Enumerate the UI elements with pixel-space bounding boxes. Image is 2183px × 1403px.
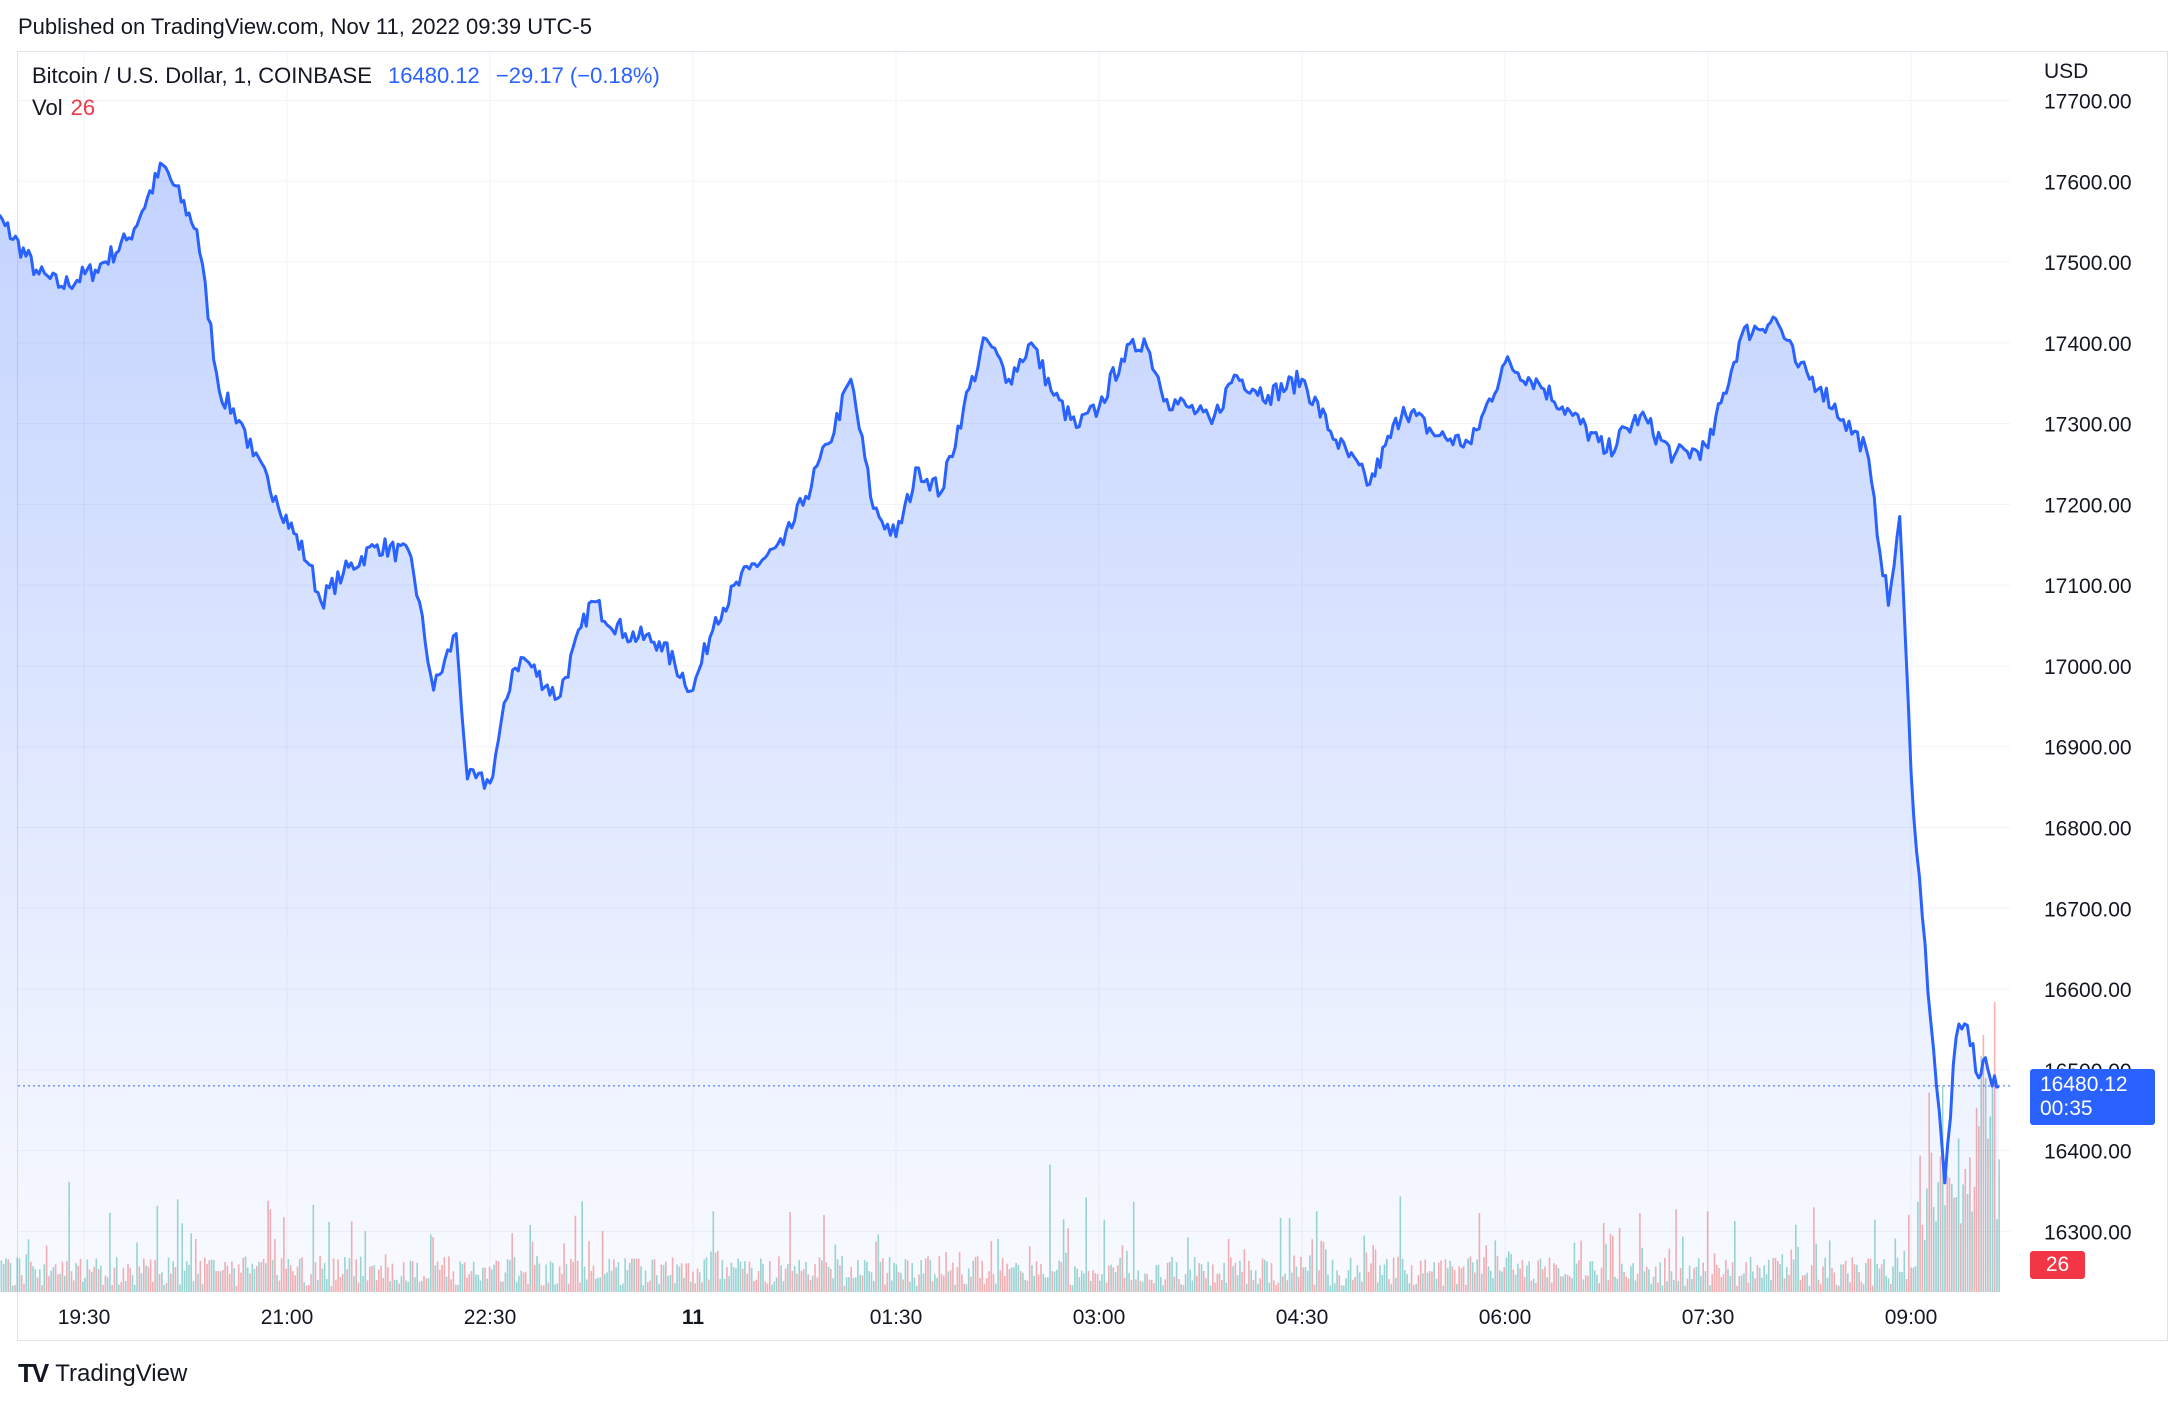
y-tick-label: 16600.00 xyxy=(2044,979,2132,1002)
bar-countdown: 00:35 xyxy=(2040,1097,2093,1120)
brand-name: TradingView xyxy=(55,1359,188,1387)
x-tick-label: 03:00 xyxy=(1073,1306,1126,1329)
x-tick-label: 21:00 xyxy=(261,1306,314,1329)
legend-price: 16480.12 xyxy=(388,63,480,88)
x-tick-label: 09:00 xyxy=(1885,1306,1938,1329)
price-area xyxy=(0,163,1999,1292)
last-price-tag-value: 16480.12 xyxy=(2040,1073,2128,1096)
y-tick-label: 17400.00 xyxy=(2044,333,2132,356)
y-tick-label: 16900.00 xyxy=(2044,737,2132,760)
last-price-tag: 16480.12 00:35 xyxy=(2030,1069,2155,1125)
x-tick-label: 07:30 xyxy=(1682,1306,1735,1329)
price-line xyxy=(0,161,2000,1185)
y-tick-label: 17000.00 xyxy=(2044,656,2132,679)
volume-tag: 26 xyxy=(2030,1251,2085,1279)
y-tick-label: 17500.00 xyxy=(2044,252,2132,275)
x-tick-label: 11 xyxy=(682,1306,705,1329)
legend-change: −29.17 (−0.18%) xyxy=(495,63,660,88)
x-tick-label: 06:00 xyxy=(1479,1306,1532,1329)
y-tick-label: 16700.00 xyxy=(2044,898,2132,921)
x-tick-label: 04:30 xyxy=(1276,1306,1329,1329)
x-tick-label: 01:30 xyxy=(870,1306,923,1329)
x-tick-label: 22:30 xyxy=(464,1306,517,1329)
volume-value: 26 xyxy=(70,95,96,120)
volume-label: Vol xyxy=(32,95,63,120)
tradingview-logo-icon: TV xyxy=(18,1358,49,1388)
y-tick-label: 17700.00 xyxy=(2044,90,2132,113)
y-tick-label: 16300.00 xyxy=(2044,1221,2132,1244)
time-axis: 19:30 21:00 22:30 11 01:30 03:00 04:30 06:00 07:… xyxy=(58,1306,1938,1329)
volume-legend[interactable]: Vol 26 xyxy=(32,95,95,121)
published-caption: Published on TradingView.com, Nov 11, 20… xyxy=(18,14,592,39)
y-tick-label: 17600.00 xyxy=(2044,171,2132,194)
symbol-legend[interactable]: Bitcoin / U.S. Dollar, 1, COINBASE 16480… xyxy=(32,63,660,89)
x-tick-label: 19:30 xyxy=(58,1306,111,1329)
currency-label[interactable]: USD xyxy=(2044,60,2089,83)
y-tick-label: 17300.00 xyxy=(2044,414,2132,437)
volume-bar xyxy=(1998,1159,2000,1292)
y-tick-label: 16800.00 xyxy=(2044,818,2132,841)
y-tick-label: 17200.00 xyxy=(2044,494,2132,517)
y-tick-label: 17100.00 xyxy=(2044,575,2132,598)
tradingview-brand[interactable]: TV TradingView xyxy=(18,1358,187,1389)
symbol-title: Bitcoin / U.S. Dollar, 1, COINBASE xyxy=(32,63,372,88)
y-tick-label: 16400.00 xyxy=(2044,1141,2132,1164)
